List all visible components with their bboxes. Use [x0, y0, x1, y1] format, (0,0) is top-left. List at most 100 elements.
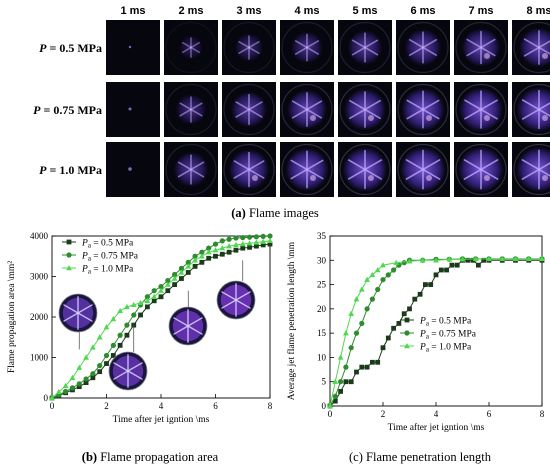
data-point: [90, 375, 96, 381]
flame-image-p2-t4: [280, 82, 334, 137]
data-point: [353, 330, 360, 336]
data-point: [185, 259, 191, 265]
data-point: [83, 354, 89, 360]
x-tick-label: 4: [434, 409, 439, 419]
data-point: [138, 312, 143, 318]
data-point: [172, 282, 178, 287]
data-point: [110, 353, 116, 358]
data-point: [428, 282, 434, 287]
flame-image-p3-t2: [164, 142, 218, 197]
data-point: [76, 364, 83, 370]
data-point: [233, 247, 239, 253]
flame-image-p2-t1: [106, 82, 160, 137]
data-point: [124, 332, 130, 338]
data-point: [486, 255, 492, 262]
data-point: [393, 259, 400, 265]
legend-marker: [66, 265, 72, 271]
y-tick-label: 15: [317, 328, 327, 338]
data-point: [525, 255, 532, 262]
data-point: [165, 288, 171, 294]
caption-a-text: Flame images: [245, 206, 319, 220]
data-point: [423, 282, 428, 287]
data-point: [267, 237, 273, 244]
flame-thumbnail-3: [168, 290, 208, 346]
time-label-5: 5 ms: [352, 5, 378, 17]
flame-image-p3-t4: [280, 142, 334, 197]
data-point: [199, 259, 205, 265]
flame-image-p1-t5: [338, 20, 392, 75]
data-point: [89, 344, 96, 350]
time-label-4: 4 ms: [294, 5, 320, 17]
flame-image-p3-t8: [512, 142, 550, 197]
chart-penetration-length: 0 2 4 6 8 0 5 10 15 20 25 30 35 Time after jet igntio…: [286, 231, 545, 433]
data-point: [364, 306, 370, 312]
data-point: [49, 395, 55, 401]
x-axis-label: Time after jet igntion \ms: [113, 414, 210, 425]
data-point: [83, 376, 89, 382]
caption-b: (b) Flame propagation area: [20, 450, 280, 465]
y-axis-label: Flame propagation area \mm²: [7, 261, 17, 373]
legend-marker: [66, 252, 72, 258]
data-point: [144, 294, 150, 300]
data-point: [219, 245, 226, 251]
x-tick-label: 6: [213, 401, 218, 411]
y-tick-label: 1000: [30, 353, 49, 363]
data-point: [63, 388, 69, 395]
y-tick-label: 10: [317, 352, 327, 362]
data-point: [144, 304, 150, 310]
data-point: [406, 258, 413, 264]
data-point: [348, 379, 354, 385]
plot-frame: [329, 235, 543, 407]
chart-flame-area: 0 2 4 6 8 0 1000 2000 3000 4000 Time after jet ign…: [7, 231, 273, 425]
data-point: [391, 325, 396, 331]
flame-image-p3-t3: [222, 142, 276, 197]
data-point: [96, 334, 103, 340]
flame-thumbnail-1: [58, 293, 98, 350]
data-point: [438, 267, 444, 273]
data-point: [419, 257, 426, 263]
data-point: [151, 288, 157, 294]
flame-image-p1-t7: [454, 20, 508, 75]
time-label-6: 6 ms: [410, 5, 436, 17]
data-point: [476, 262, 481, 268]
flame-image-p3-t7: [454, 142, 508, 197]
flame-thumbnail-4: [216, 260, 256, 320]
caption-b-tag: (b): [81, 450, 98, 464]
y-tick-label: 4000: [30, 231, 49, 241]
flame-image-p1-t6: [396, 20, 450, 75]
series-1: [327, 257, 545, 409]
data-point: [178, 265, 185, 271]
data-point: [246, 240, 253, 246]
data-point: [158, 294, 164, 300]
data-point: [380, 262, 386, 268]
data-point: [69, 374, 76, 380]
y-tick-label: 0: [322, 401, 327, 411]
legend-entry-2: Pa = 0.75 MPa: [419, 330, 477, 341]
data-point: [359, 320, 365, 327]
data-point: [233, 235, 239, 241]
legend-entry-1: Pa = 0.5 MPa: [419, 317, 472, 328]
x-tick-label: 6: [487, 409, 492, 419]
data-point: [253, 243, 259, 249]
x-tick-label: 8: [268, 401, 273, 411]
data-point: [380, 345, 386, 351]
time-label-2: 2 ms: [178, 5, 204, 17]
data-point: [260, 242, 266, 248]
data-point: [385, 272, 391, 278]
x-tick-label: 0: [328, 409, 333, 419]
data-point: [353, 296, 360, 302]
data-point: [369, 296, 375, 302]
data-point: [240, 235, 246, 241]
data-point: [417, 291, 423, 297]
data-point: [343, 330, 349, 336]
data-point: [83, 380, 89, 386]
flame-image-p1-t1: [106, 20, 160, 75]
data-point: [164, 281, 171, 287]
data-point: [62, 382, 69, 389]
data-point: [327, 403, 333, 409]
flame-image-p2-t6: [396, 82, 450, 137]
data-point: [76, 381, 82, 387]
data-point: [253, 239, 260, 245]
legend-marker: [404, 317, 410, 323]
data-point: [192, 257, 198, 263]
